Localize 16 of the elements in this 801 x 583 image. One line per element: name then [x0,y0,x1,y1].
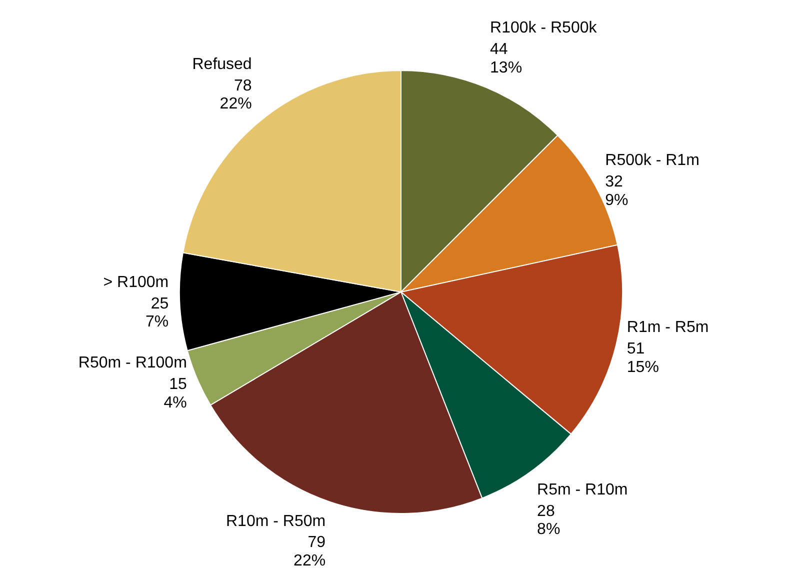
data-label: 32 9% [605,174,628,209]
data-label: 78 22% [220,77,252,113]
data-label: 15 4% [164,376,187,412]
slice-label: R1m - R5m [626,319,709,336]
data-label: 44 13% [490,40,522,76]
data-label: 79 22% [294,534,326,570]
slice-label: R5m - R10m [537,482,628,499]
slice-label: R10m - R50m [226,512,326,530]
slice-label: Refused [192,56,252,74]
slice-label: R50m - R100m [78,354,187,372]
data-label: 25 7% [145,295,169,331]
slice-label: R500k - R1m [605,152,700,170]
slice-label: > R100m [103,274,169,292]
data-label: 51 15% [626,340,659,376]
data-label: 28 8% [537,502,560,538]
slice-label: R100k - R500k [490,20,598,37]
